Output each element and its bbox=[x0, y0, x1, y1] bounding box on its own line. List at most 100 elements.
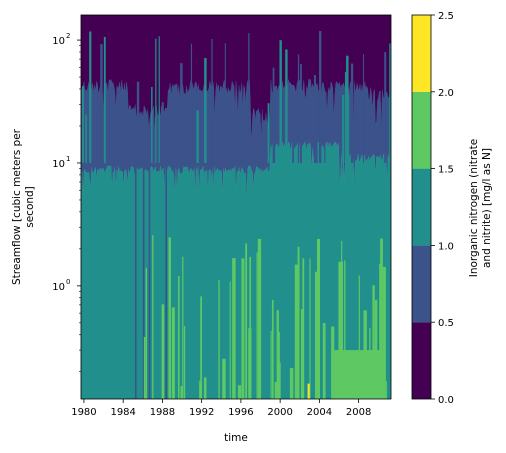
plot-area bbox=[81, 15, 391, 399]
contour-streak-high bbox=[319, 31, 322, 163]
contour-streak-high bbox=[313, 75, 317, 163]
colorbar-tick-label: 1.5 bbox=[438, 165, 454, 176]
contour-streak-green bbox=[322, 323, 326, 399]
contour-streak-green bbox=[271, 299, 274, 399]
y-tick-label: 10 bbox=[52, 159, 65, 170]
contour-streak-high bbox=[342, 94, 345, 163]
colorbar-label-line-2: and nitrite) [mg/l as N] bbox=[481, 148, 493, 268]
contour-streak-high bbox=[224, 43, 226, 163]
contour-streak-green bbox=[183, 326, 186, 399]
contour-streak-low bbox=[134, 162, 137, 399]
contour-streak-green bbox=[374, 299, 378, 399]
contour-streak-green bbox=[203, 377, 207, 399]
contour-streak-high bbox=[344, 71, 347, 163]
colorbar-tick-label: 2.5 bbox=[438, 11, 454, 22]
contour-streak-low bbox=[165, 162, 167, 399]
contour-streak-high bbox=[180, 63, 183, 163]
contour-streak-high bbox=[285, 49, 288, 163]
contour-streak-low bbox=[142, 162, 145, 399]
contour-streak-green bbox=[340, 261, 343, 399]
contour-streak-green bbox=[241, 258, 245, 399]
colorbar-tick-label: 2.0 bbox=[438, 88, 454, 99]
contour-streak-green bbox=[229, 281, 231, 399]
contour-streak-green bbox=[289, 368, 294, 399]
colorbar-frame bbox=[411, 14, 432, 400]
contour-streak-green bbox=[331, 326, 335, 399]
contour-streak-high bbox=[196, 110, 199, 163]
contour-band-1.0-1.5 bbox=[81, 140, 391, 399]
y-axis-label: Streamflow [cubic meters per second] bbox=[11, 128, 36, 285]
contour-streak-high bbox=[324, 91, 326, 163]
y-tick-exponent: 1 bbox=[66, 155, 70, 163]
contour-streak-high bbox=[161, 102, 164, 163]
contour-streak-green bbox=[177, 276, 180, 399]
contour-streak-high bbox=[211, 38, 213, 163]
contour-streak-green bbox=[385, 380, 387, 399]
contour-streak-high bbox=[82, 86, 84, 163]
colorbar-tick-label: 0.0 bbox=[438, 395, 454, 406]
contour-streak-green bbox=[180, 386, 184, 399]
y-tick-exponent: 0 bbox=[66, 278, 70, 286]
contour-streak-green bbox=[237, 385, 242, 399]
contour-streak-high bbox=[89, 31, 92, 163]
x-tick-label: 1996 bbox=[228, 407, 253, 418]
contour-streak-green bbox=[316, 238, 321, 399]
contour-streak-high bbox=[389, 43, 391, 163]
contour-streak-high bbox=[384, 52, 387, 163]
contour-streak-green bbox=[143, 336, 146, 399]
x-axis-label: time bbox=[224, 432, 248, 444]
colorbar-label-line-1: Inorganic nitrogen (nitrate bbox=[468, 139, 480, 278]
contour-streak-green bbox=[222, 358, 226, 399]
contour-streak-high bbox=[350, 63, 354, 163]
contour-streak-green bbox=[277, 362, 281, 399]
contour-streak-green bbox=[302, 258, 305, 399]
contour-streak-high bbox=[190, 43, 193, 163]
contour-streak-high bbox=[292, 125, 294, 163]
plot-frame bbox=[80, 14, 392, 400]
x-tick-label: 2004 bbox=[307, 407, 332, 418]
contour-streak-green bbox=[232, 258, 236, 399]
y-axis-label-line-2: second] bbox=[24, 186, 36, 228]
contour-streak-high bbox=[100, 44, 103, 163]
contour-streak-high bbox=[155, 38, 157, 163]
contour-streak-green bbox=[152, 235, 154, 399]
contour-streak-green bbox=[171, 307, 175, 399]
contour-streak-green bbox=[274, 382, 278, 399]
contour-streak-green bbox=[145, 267, 147, 399]
y-tick-label: 10 bbox=[52, 36, 65, 47]
contour-streak-high bbox=[279, 40, 282, 163]
contour-streak-green bbox=[218, 280, 220, 399]
x-tick-label: 1984 bbox=[110, 407, 135, 418]
contour-streak-green bbox=[245, 243, 248, 399]
contour-streak-green bbox=[294, 264, 298, 399]
contour-streak-high bbox=[117, 90, 119, 163]
contour-streak-green bbox=[276, 310, 279, 399]
contour-speck-yellow bbox=[307, 383, 310, 399]
colorbar-tick-label: 1.0 bbox=[438, 241, 454, 252]
contour-streak-high bbox=[136, 81, 140, 163]
contour-streak-green bbox=[297, 246, 300, 399]
contour-streak-green bbox=[382, 266, 386, 399]
contour-streak-green bbox=[270, 330, 272, 399]
contour-streak-high bbox=[85, 114, 87, 163]
contour-streak-green bbox=[182, 256, 184, 399]
colorbar-segment bbox=[412, 168, 431, 246]
colorbar-tick-label: 0.5 bbox=[438, 318, 454, 329]
contour-streak-high bbox=[204, 58, 207, 163]
contour-streak-green bbox=[309, 258, 311, 399]
colorbar-segment bbox=[412, 15, 431, 92]
contour-streak-high bbox=[300, 64, 302, 163]
contour-streak-high bbox=[297, 54, 300, 163]
y-tick-exponent: 2 bbox=[66, 32, 70, 40]
contour-streak-green bbox=[380, 238, 383, 399]
contour-streak-high bbox=[267, 103, 270, 163]
contour-streak-high bbox=[273, 105, 276, 163]
contour-streak-green bbox=[358, 275, 360, 399]
contour-streak-green bbox=[161, 304, 165, 399]
contour-streak-high bbox=[151, 86, 153, 163]
contour-streak-high bbox=[346, 55, 349, 163]
contour-streak-green bbox=[200, 296, 202, 399]
contour-streak-high bbox=[158, 36, 160, 163]
